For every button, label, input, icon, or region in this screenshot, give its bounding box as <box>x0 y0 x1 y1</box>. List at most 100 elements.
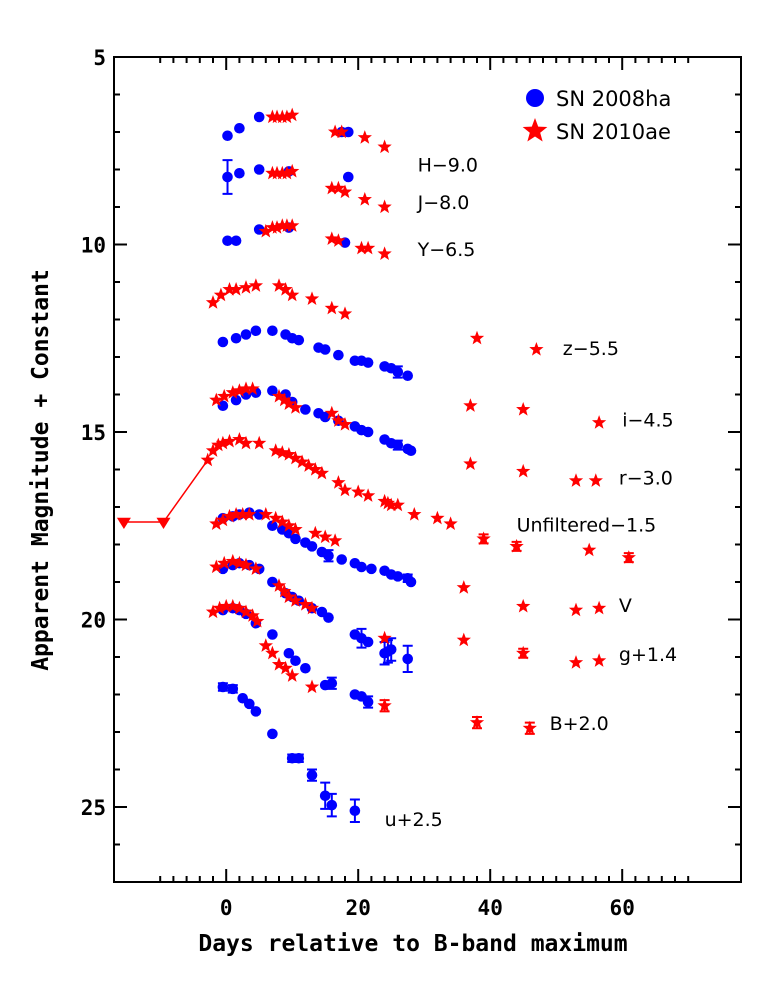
sn-2010ae-g-point <box>258 638 273 652</box>
sn-2008ha-z-point <box>402 370 414 382</box>
sn-2010ae-z-point <box>337 306 353 320</box>
sn-2008ha-g-point <box>382 646 394 657</box>
sn-2010ae-g-point <box>232 600 247 615</box>
sn-2010ae-r-point <box>281 447 297 461</box>
sn-2010ae-z-point <box>324 300 339 315</box>
sn-2008ha-z-point <box>230 332 242 344</box>
sn-2008ha-z-point <box>267 325 278 337</box>
sn-2010ae-v-point <box>209 559 224 574</box>
sn-2008ha-z-point <box>250 325 262 337</box>
sn-2010ae-r-point <box>294 454 310 469</box>
sn-2008ha-unfiltered-point <box>392 571 404 582</box>
sn-2010ae-g-point <box>278 660 293 675</box>
y-tick-label: 10 <box>81 234 106 258</box>
sn-2010ae-r-point <box>377 493 392 508</box>
y-tick-label: 20 <box>81 609 106 633</box>
sn-2010ae-g-point <box>456 632 471 647</box>
sn-2008ha-unfiltered-point <box>267 520 278 532</box>
sn-2010ae-j-point <box>377 199 392 214</box>
sn-2010ae-v-point <box>591 600 607 615</box>
sn-2010ae-g-point <box>304 679 320 694</box>
sn-2010ae-unfiltered-point <box>308 525 323 540</box>
sn-2010ae-r-point <box>308 462 323 476</box>
sn-2008ha-i-point <box>392 439 404 451</box>
sn-2010ae-j-point <box>331 180 346 195</box>
sn-2010ae-j-point <box>285 163 300 178</box>
sn-2010ae-unfiltered-point <box>582 542 597 557</box>
sn-2010ae-r-point <box>384 497 399 512</box>
sn-2008ha-u-point <box>319 790 331 802</box>
band-label: g+1.4 <box>619 644 677 666</box>
sn-2008ha-j-point <box>343 171 354 183</box>
sn-2008ha-h-point <box>222 130 233 142</box>
sn-2010ae-z-point <box>248 278 264 292</box>
sn-2010ae-z-point <box>278 282 293 296</box>
legend: SN 2008ha SN 2010ae <box>522 87 671 144</box>
sn-2010ae-g-point <box>219 598 234 613</box>
sn-2010ae-v-point <box>568 602 584 617</box>
sn-2008ha-j-point <box>253 164 265 175</box>
sn-2008ha-j-point <box>222 171 233 183</box>
sn-2008ha-z-point <box>362 357 374 368</box>
sn-2010ae-r-point <box>390 497 405 512</box>
data-points <box>116 107 636 817</box>
sn-2008ha-v-point <box>362 636 374 648</box>
y-tick-label: 5 <box>93 46 106 70</box>
band-label: z−5.5 <box>563 338 619 360</box>
sn-2008ha-i-point <box>217 400 229 412</box>
sn-2010ae-z-point <box>238 280 254 294</box>
sn-2008ha-u-point <box>250 706 262 717</box>
sn-2010ae-h-point <box>357 130 372 144</box>
sn-2010ae-r-point <box>268 443 283 457</box>
sn-2010ae-g-point <box>591 653 607 667</box>
sn-2010ae-h-point <box>279 109 295 124</box>
band-label: Unfiltered−1.5 <box>517 514 657 536</box>
sn-2008ha-u-point <box>326 799 338 811</box>
sn-2008ha-z-point <box>240 329 252 340</box>
sn-2010ae-unfiltered-upper-limit <box>116 517 131 529</box>
sn-2008ha-j-point <box>234 167 245 179</box>
sn-2008ha-z-point <box>293 334 305 346</box>
sn-2008ha-h-point <box>343 126 354 138</box>
sn-2010ae-unfiltered-upper-limit <box>156 517 171 529</box>
sn-2010ae-r-point <box>252 435 267 450</box>
sn-2010ae-g-point <box>271 657 287 671</box>
sn-2010ae-r-point <box>211 437 226 452</box>
sn-2010ae-r-point <box>205 443 221 457</box>
legend-label: SN 2008ha <box>556 87 671 111</box>
sn-2010ae-i-point <box>225 385 240 399</box>
sn-2010ae-r-point <box>232 432 247 446</box>
sn-2008ha-unfiltered-point <box>290 533 301 545</box>
sn-2010ae-r-point <box>275 445 290 459</box>
sn-2010ae-unfiltered-point <box>327 533 343 547</box>
sn-2010ae-h-point <box>377 139 392 154</box>
sn-2010ae-unfiltered-point <box>222 508 237 523</box>
sn-2010ae-i-point <box>217 388 232 403</box>
band-labels: H−9.0 J−8.0 Y−6.5 z−5.5 i−4.5 r−3.0 Unfiltered… <box>385 154 678 830</box>
sn-2010ae-z-point <box>213 287 229 302</box>
sn-2010ae-unfiltered-point <box>443 516 458 530</box>
sn-2008ha-z-point <box>319 344 331 355</box>
sn-2010ae-unfiltered-point <box>209 516 224 530</box>
y-axis-label: Apparent Magnitude + Constant <box>28 269 54 671</box>
sn-2008ha-u-point <box>349 805 361 817</box>
sn-2010ae-z-point <box>529 342 544 356</box>
sn-2008ha-g-point <box>300 662 311 674</box>
sn-2008ha-y-point <box>253 224 265 235</box>
sn-2010ae-i-point <box>324 405 339 420</box>
sn-2010ae-i-point <box>337 417 353 431</box>
sn-2008ha-unfiltered-point <box>405 576 417 588</box>
sn-2010ae-r-point <box>288 450 303 465</box>
sn-2010ae-g-point <box>238 604 254 619</box>
sn-2010ae-g-point <box>250 613 265 628</box>
sn-2010ae-r-point <box>200 452 215 467</box>
sn-2010ae-v-point <box>277 583 292 598</box>
sn-2010ae-v-point <box>248 561 264 575</box>
sn-2010ae-r-point <box>314 465 330 480</box>
sn-2008ha-unfiltered-point <box>356 561 367 573</box>
x-tick-label: 60 <box>610 896 635 920</box>
band-label: i−4.5 <box>622 409 673 431</box>
sn-2010ae-v-point <box>271 578 287 592</box>
sn-2010ae-unfiltered-point <box>318 529 333 544</box>
sn-2010ae-b-point <box>522 720 537 735</box>
